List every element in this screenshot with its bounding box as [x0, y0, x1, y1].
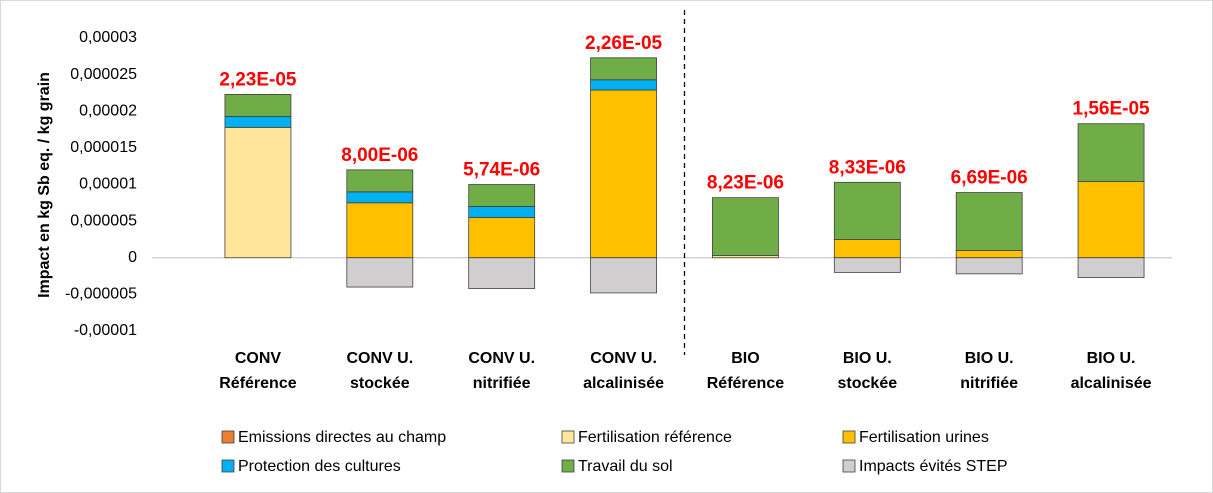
legend-swatch: [561, 430, 575, 444]
legend-label: Protection des cultures: [238, 458, 401, 475]
x-tick-label: BIO U. alcalinisée: [1070, 350, 1152, 392]
bar-segment: [1077, 257, 1145, 278]
y-axis-label: Impact en kg Sb eq. / kg grain: [36, 72, 53, 298]
x-tick-label: CONV U. nitrifiée: [468, 350, 536, 392]
bar-segment: [1077, 123, 1145, 182]
x-tick-label: BIO U. stockée: [837, 350, 898, 392]
bar-segment: [468, 217, 536, 259]
y-tick-label: 0,000025: [70, 66, 137, 83]
legend-label: Impacts évités STEP: [859, 458, 1008, 475]
y-tick-label: 0,00001: [79, 176, 137, 193]
y-tick-label: -0,000005: [65, 286, 137, 303]
bar-segment: [833, 239, 901, 259]
x-tick-label: CONV U. stockée: [346, 350, 414, 392]
y-tick-label: 0,000005: [70, 212, 137, 229]
bar-segment: [468, 257, 536, 289]
legend-swatch: [561, 459, 575, 473]
x-tick-label: CONV Référence: [219, 350, 297, 392]
total-label: 2,26E-05: [585, 33, 663, 54]
bar-segment: [590, 57, 657, 81]
bar-segment: [712, 197, 779, 256]
legend-swatch: [221, 430, 235, 444]
bar-segment: [955, 250, 1023, 259]
y-tick-label: 0,00002: [79, 102, 137, 119]
total-label: 6,69E-06: [951, 168, 1028, 189]
legend-label: Emissions directes au champ: [238, 429, 446, 446]
legend-swatch: [221, 459, 235, 473]
bar-segment: [224, 115, 292, 128]
total-label: 8,23E-06: [707, 173, 784, 194]
bar-segment: [590, 79, 657, 91]
total-label: 5,74E-06: [463, 160, 540, 181]
x-tick-label: CONV U. alcalinisée: [583, 350, 665, 392]
legend-swatch: [842, 430, 856, 444]
bar-segment: [1077, 181, 1145, 259]
bar-segment: [833, 181, 901, 240]
y-tick-label: 0,000015: [70, 139, 137, 156]
bar-segment: [468, 206, 536, 218]
bar-segment: [955, 192, 1023, 251]
bar-segment: [346, 202, 414, 259]
x-tick-label: BIO Référence: [706, 350, 785, 392]
bar-segment: [224, 94, 292, 117]
y-tick-label: -0,00001: [74, 322, 137, 339]
total-label: 2,23E-05: [219, 69, 297, 90]
y-tick-label: 0,00003: [79, 29, 137, 46]
bar-segment: [468, 184, 536, 207]
total-label: 1,56E-05: [1073, 99, 1151, 120]
legend-label: Fertilisation urines: [859, 429, 989, 446]
y-tick-label: 0: [128, 249, 137, 266]
legend-swatch: [842, 459, 856, 473]
bar-segment: [224, 126, 292, 259]
bar-segment: [346, 169, 414, 193]
bar-segment: [590, 257, 657, 294]
legend-label: Travail du sol: [578, 458, 673, 475]
bar-segment: [955, 257, 1023, 275]
bar-segment: [346, 191, 414, 204]
legend-label: Fertilisation référence: [578, 429, 732, 446]
bar-segment: [833, 257, 901, 273]
total-label: 8,33E-06: [829, 157, 906, 178]
bar-segment: [346, 257, 414, 288]
bar-segment: [590, 89, 657, 259]
total-label: 8,00E-06: [341, 145, 418, 166]
x-tick-label: BIO U. nitrifiée: [960, 350, 1019, 392]
